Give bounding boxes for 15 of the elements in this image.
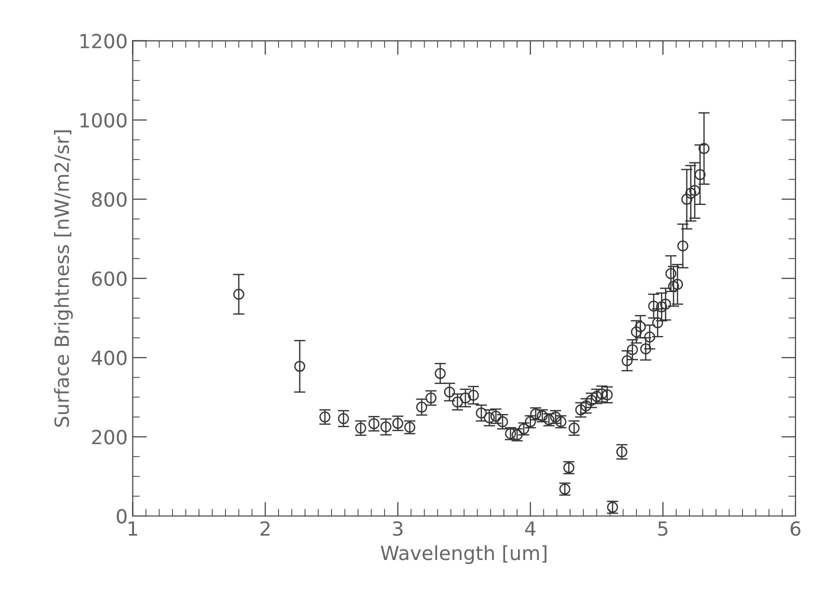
y-tick-label: 200 xyxy=(92,430,127,444)
y-tick-label: 0 xyxy=(116,508,127,524)
x-tick-label: 1 xyxy=(128,521,138,536)
x-axis-title: Wavelength [um] xyxy=(380,545,546,564)
y-axis-title: Surface Brightness [nW/m2/sr] xyxy=(54,130,73,427)
x-tick-label: 3 xyxy=(393,521,402,536)
y-tick-label: 1200 xyxy=(80,34,127,48)
x-tick-label: 2 xyxy=(260,521,270,536)
y-tick-label: 600 xyxy=(92,271,127,286)
y-tick-label: 800 xyxy=(92,192,127,207)
x-tick-label: 4 xyxy=(525,521,536,536)
y-tick-label: 400 xyxy=(92,350,127,366)
x-tick-label: 5 xyxy=(658,521,668,536)
y-tick-label: 1000 xyxy=(80,112,127,128)
x-tick-label: 6 xyxy=(790,521,800,536)
